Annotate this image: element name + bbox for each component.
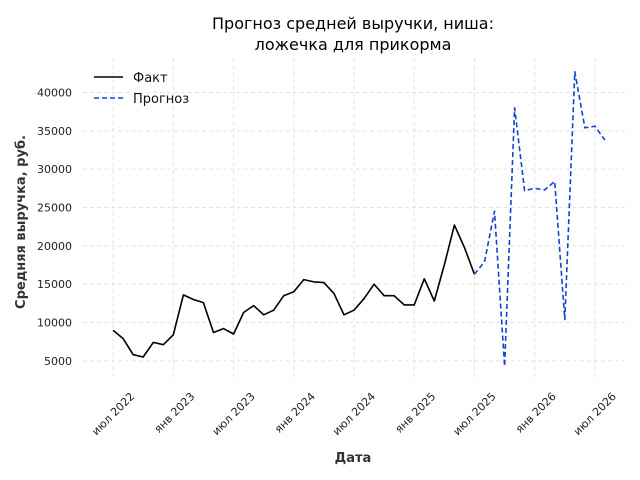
y-tick-label: 25000 [37,202,72,215]
x-axis-ticks: июл 2022 янв 2023 июл 2023 янв 2024 июл 2024… [89,390,619,438]
series-line-forecast [473,71,606,368]
y-tick-label: 35000 [37,125,72,138]
x-tick-label: янв 2025 [393,390,439,436]
y-tick-label: 40000 [37,87,72,100]
y-tick-label: 10000 [37,317,72,330]
chart-title-line-2: ложечка для прикорма [255,35,452,54]
x-axis-label: Дата [335,451,372,466]
x-tick-label: июл 2025 [451,390,499,438]
x-tick-label: янв 2026 [513,390,559,436]
legend-label-fact: Факт [133,71,168,86]
y-axis-ticks: 5000 10000 15000 20000 25000 30000 35000 40000 [37,87,72,368]
series-line-fact [112,224,476,358]
series-lines [112,71,606,368]
chart-title-line-1: Прогноз средней выручки, ниша: [212,14,494,33]
x-tick-label: июл 2022 [89,390,137,438]
x-tick-label: янв 2023 [152,390,198,436]
y-tick-label: 30000 [37,163,72,176]
legend: Факт Прогноз [94,71,189,107]
grid [83,58,625,380]
y-axis-label: Средняя выручка, руб. [14,135,29,309]
x-tick-label: июл 2023 [210,390,258,438]
legend-label-forecast: Прогноз [133,92,189,107]
y-tick-label: 5000 [44,355,72,368]
y-tick-label: 15000 [37,278,72,291]
x-tick-label: июл 2026 [571,390,619,438]
x-tick-label: июл 2024 [330,390,378,438]
x-tick-label: янв 2024 [272,390,318,436]
y-tick-label: 20000 [37,240,72,253]
